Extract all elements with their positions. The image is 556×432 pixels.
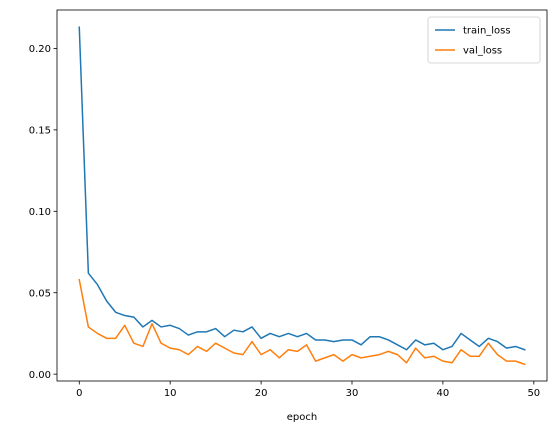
y-tick-label: 0.10 bbox=[29, 207, 51, 218]
x-tick-label: 50 bbox=[527, 388, 540, 399]
x-tick-label: 0 bbox=[76, 388, 82, 399]
series-line-train-loss bbox=[78, 26, 526, 351]
plot-background bbox=[57, 10, 547, 381]
legend: train_loss val_loss bbox=[427, 16, 541, 64]
y-tick-label: 0.00 bbox=[29, 370, 51, 381]
y-tick-label: 0.20 bbox=[29, 44, 51, 55]
x-axis-label: epoch bbox=[287, 412, 317, 423]
x-tick-label: 30 bbox=[346, 388, 359, 399]
series-line-val-loss bbox=[78, 278, 526, 366]
x-tick-label: 40 bbox=[437, 388, 450, 399]
y-tick-label: 0.15 bbox=[29, 125, 51, 136]
legend-label-train-loss: train_loss bbox=[463, 26, 511, 37]
legend-box bbox=[427, 16, 541, 64]
plot-frame bbox=[56, 9, 548, 382]
y-tick-label: 0.05 bbox=[29, 288, 51, 299]
legend-label-val-loss: val_loss bbox=[463, 46, 502, 57]
series-layer bbox=[78, 26, 526, 366]
x-tick-label: 20 bbox=[255, 388, 268, 399]
axes-layer: 0 10 20 30 40 50 0.00 0.05 0.10 0.15 0.20 bbox=[29, 9, 548, 399]
x-tick-label: 10 bbox=[164, 388, 177, 399]
